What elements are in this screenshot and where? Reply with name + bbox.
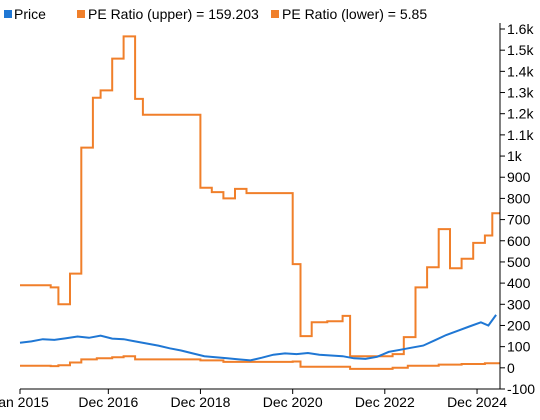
- y-tick-label: 1.1k: [507, 127, 534, 143]
- series-layer: [19, 35, 500, 370]
- legend-label-price: Price: [14, 6, 46, 22]
- y-tick-label: 1.3k: [507, 85, 534, 101]
- y-tick-label: 700: [507, 212, 531, 228]
- y-tick-label: 1.5k: [507, 42, 534, 58]
- y-tick-label: -100: [507, 381, 535, 397]
- y-tick-label: 1.6k: [507, 21, 534, 37]
- y-tick-label: 300: [507, 296, 531, 312]
- y-tick-label: 400: [507, 275, 531, 291]
- x-tick-label: Jan 2015: [0, 394, 49, 410]
- y-tick-label: 100: [507, 339, 531, 355]
- y-tick-label: 0: [507, 360, 515, 376]
- y-tick-label: 1.4k: [507, 63, 534, 79]
- y-tick-label: 800: [507, 190, 531, 206]
- pe-lower-line: [20, 355, 500, 370]
- x-axis-ticks: Jan 2015 Dec 2016 Dec 2018 Dec 2020 Dec 2022…: [0, 389, 507, 410]
- legend-swatch-price: [4, 10, 12, 18]
- y-tick-label: 900: [507, 169, 531, 185]
- y-tick-label: 600: [507, 233, 531, 249]
- y-axis-ticks: 1.6k 1.5k 1.4k 1.3k 1.2k 1.1k 1k 900 800 700 600 50…: [500, 21, 535, 397]
- y-tick-label: 200: [507, 317, 531, 333]
- pe-upper-line: [20, 35, 500, 358]
- x-tick-label: Dec 2022: [355, 394, 415, 410]
- plot-area: Jan 2015 Dec 2016 Dec 2018 Dec 2020 Dec 2022…: [0, 21, 535, 410]
- price-line: [19, 314, 497, 362]
- x-tick-label: Dec 2016: [78, 394, 138, 410]
- legend-swatch-pe-upper: [77, 10, 85, 18]
- legend-swatch-pe-lower: [271, 10, 279, 18]
- y-tick-label: 1.2k: [507, 106, 534, 122]
- x-tick-label: Dec 2018: [170, 394, 230, 410]
- legend: Price PE Ratio (upper) = 159.203 PE Rati…: [4, 6, 427, 22]
- y-tick-label: 1k: [507, 148, 523, 164]
- x-tick-label: Dec 2020: [263, 394, 323, 410]
- legend-label-pe-lower: PE Ratio (lower) = 5.85: [282, 6, 427, 22]
- x-tick-label: Dec 2024: [447, 394, 507, 410]
- legend-label-pe-upper: PE Ratio (upper) = 159.203: [88, 6, 259, 22]
- y-tick-label: 500: [507, 254, 531, 270]
